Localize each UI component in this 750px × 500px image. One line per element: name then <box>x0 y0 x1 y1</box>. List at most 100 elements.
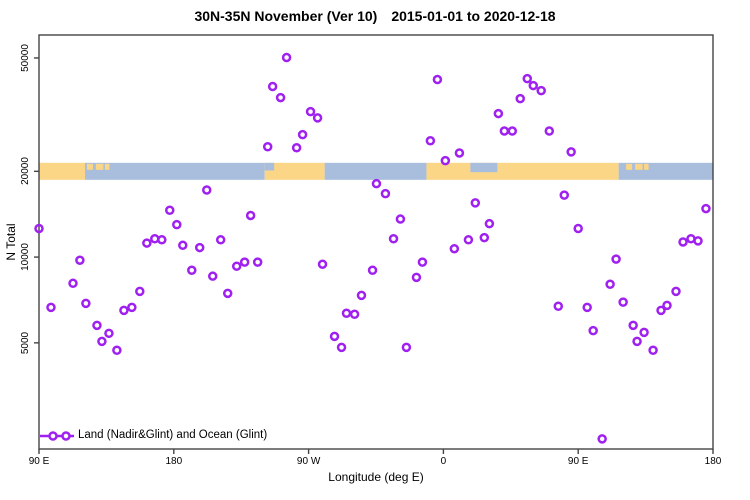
data-point <box>656 305 666 316</box>
data-point <box>267 81 278 92</box>
map-band-asia-east <box>39 162 85 180</box>
data-point <box>262 141 273 152</box>
data-point <box>312 113 323 123</box>
data-point <box>104 328 114 339</box>
map-band-atlantic <box>324 162 427 180</box>
map-band-california-coast <box>264 162 275 171</box>
data-point <box>507 126 518 136</box>
data-point <box>329 331 340 342</box>
data-point <box>536 85 546 96</box>
data-point <box>165 205 175 216</box>
data-point <box>401 342 412 353</box>
data-point <box>46 302 56 313</box>
data-point <box>559 190 570 200</box>
data-point <box>470 198 481 208</box>
data-point <box>522 73 533 84</box>
data-point <box>597 434 607 444</box>
data-point <box>215 235 226 245</box>
data-point <box>68 278 78 289</box>
data-point <box>515 93 525 104</box>
data-point <box>349 309 360 320</box>
map-island-japan-e <box>635 163 643 170</box>
data-point <box>417 257 428 267</box>
x-tick-label: 180 <box>165 456 183 467</box>
data-point <box>632 336 642 347</box>
plot-border <box>38 34 714 450</box>
data-point <box>493 108 504 119</box>
data-point <box>544 126 555 136</box>
data-point <box>639 327 649 338</box>
data-point <box>92 320 102 331</box>
data-point <box>701 203 711 214</box>
map-island-japan-f <box>644 163 649 170</box>
legend-marker-icon <box>61 431 71 441</box>
chart-title-dates: 2015-01-01 to 2020-12-18 <box>391 8 556 24</box>
y-tick-label: 5000 <box>20 331 31 354</box>
map-band-mediterranean <box>470 162 498 173</box>
data-point <box>566 147 576 157</box>
data-point <box>411 272 422 283</box>
map-island-japan-c <box>104 163 110 170</box>
data-point <box>528 80 539 91</box>
data-point <box>662 300 672 311</box>
map-island-japan-a <box>86 163 93 170</box>
data-point <box>341 308 352 319</box>
x-tick-label: 0 <box>440 456 447 467</box>
map-band-north-america <box>264 162 325 180</box>
data-point <box>463 235 474 245</box>
data-point <box>628 320 638 331</box>
data-point <box>356 290 367 301</box>
data-point <box>553 301 564 312</box>
data-point <box>172 219 182 230</box>
data-point <box>371 178 382 189</box>
data-point <box>380 188 391 199</box>
x-tick-label: 90 E <box>28 456 50 467</box>
data-point <box>582 302 592 313</box>
chart-title-main: 30N-35N November (Ver 10) <box>194 8 378 24</box>
y-tick-label: 10000 <box>20 243 31 271</box>
data-point <box>75 255 85 265</box>
data-point <box>187 265 197 276</box>
data-point <box>194 242 205 253</box>
data-point <box>178 240 188 251</box>
map-band-pacific-west <box>618 162 713 180</box>
x-tick-label: 90 W <box>296 456 321 467</box>
data-point <box>252 257 263 267</box>
data-point <box>305 106 316 117</box>
data-point <box>440 155 451 166</box>
data-point <box>573 223 583 234</box>
map-island-japan-b <box>95 163 104 170</box>
data-point <box>388 233 399 244</box>
data-point <box>671 286 681 297</box>
data-point <box>34 223 44 234</box>
x-tick-label: 90 E <box>567 456 589 467</box>
data-point <box>231 261 242 271</box>
data-point <box>127 302 137 313</box>
x-tick-label: 180 <box>704 456 722 467</box>
data-point <box>432 74 443 85</box>
data-point <box>425 136 436 146</box>
data-point <box>367 265 378 276</box>
data-point <box>297 129 308 140</box>
data-point <box>499 126 510 136</box>
data-point <box>648 345 658 355</box>
data-point <box>222 288 233 299</box>
data-point <box>97 336 107 347</box>
data-point <box>245 210 256 221</box>
data-point <box>135 286 145 297</box>
legend-label: Land (Nadir&Glint) and Ocean (Glint) <box>78 429 268 441</box>
data-point <box>239 257 250 267</box>
data-point <box>588 325 598 336</box>
data-point <box>119 305 129 316</box>
data-point <box>484 218 495 229</box>
data-point <box>202 185 212 195</box>
chart-title: 30N-35N November (Ver 10) 2015-01-01 to 2… <box>0 8 750 24</box>
x-axis-label: Longitude (deg E) <box>328 470 424 484</box>
y-tick-label: 50000 <box>20 44 31 72</box>
data-point <box>275 92 286 103</box>
data-point <box>157 235 167 245</box>
data-point <box>281 52 292 63</box>
data-point <box>317 259 328 269</box>
